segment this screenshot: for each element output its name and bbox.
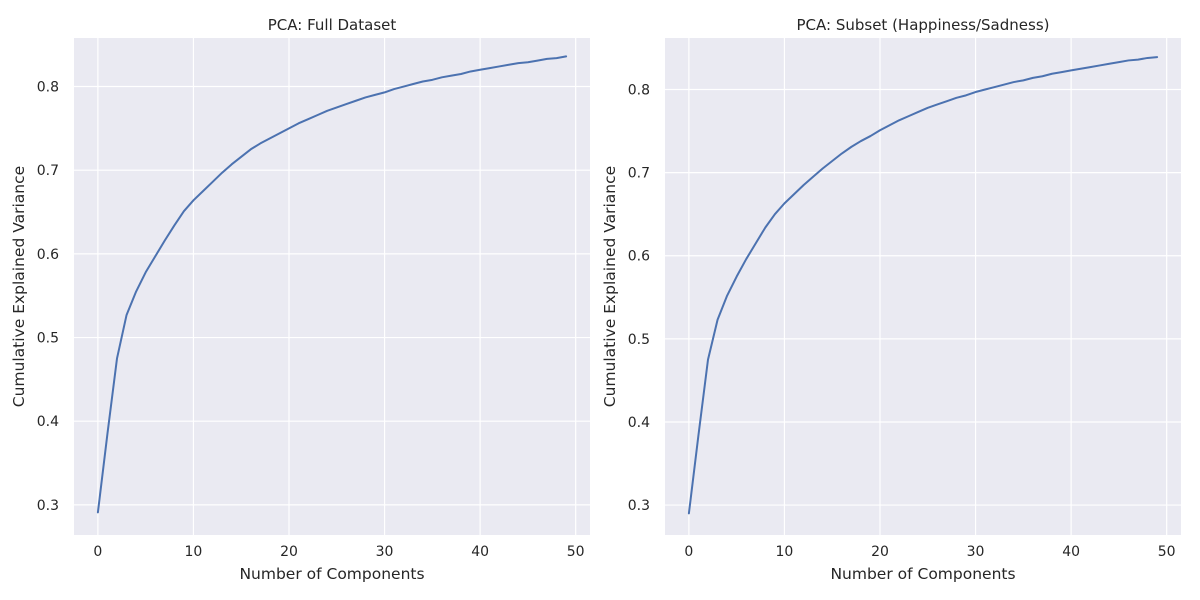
x-tick-label: 10	[185, 544, 203, 560]
y-tick-label: 0.5	[628, 332, 650, 348]
y-tick-label: 0.7	[37, 163, 59, 179]
y-tick-label: 0.6	[37, 247, 59, 263]
x-tick-label: 0	[684, 544, 693, 560]
cumulative-variance-line	[96, 55, 568, 514]
y-tick-label: 0.4	[37, 414, 59, 430]
y-tick-label: 0.8	[37, 80, 59, 96]
plot-area	[665, 38, 1181, 535]
plot-area	[74, 38, 590, 535]
y-tick-label: 0.4	[628, 415, 650, 431]
y-tick-label: 0.7	[628, 166, 650, 182]
y-tick-label: 0.8	[628, 83, 650, 99]
chart-title: PCA: Full Dataset	[268, 16, 397, 34]
y-axis-label: Cumulative Explained Variance	[601, 166, 619, 407]
y-tick-label: 0.6	[628, 249, 650, 265]
x-tick-label: 30	[376, 544, 394, 560]
y-axis-label: Cumulative Explained Variance	[10, 166, 28, 407]
y-tick-label: 0.5	[37, 331, 59, 347]
x-tick-label: 40	[471, 544, 489, 560]
y-tick-label: 0.3	[628, 498, 650, 514]
x-tick-label: 30	[967, 544, 985, 560]
y-tick-label: 0.3	[37, 498, 59, 514]
x-tick-label: 50	[567, 544, 585, 560]
x-tick-label: 50	[1158, 544, 1176, 560]
chart-full-dataset: 0 10 20 30 40 50 0.3 0.4 0.5 0.6 0.7 0.8 PCA: Full D…	[10, 16, 590, 583]
x-axis-label: Number of Components	[830, 565, 1015, 583]
x-tick-label: 10	[776, 544, 794, 560]
x-tick-label: 40	[1062, 544, 1080, 560]
chart-title: PCA: Subset (Happiness/Sadness)	[797, 16, 1050, 34]
x-tick-label: 20	[871, 544, 889, 560]
x-axis-label: Number of Components	[239, 565, 424, 583]
x-tick-label: 0	[93, 544, 102, 560]
x-tick-label: 20	[280, 544, 298, 560]
cumulative-variance-line	[687, 56, 1159, 515]
chart-subset-happiness-sadness: 0 10 20 30 40 50 0.3 0.4 0.5 0.6 0.7 0.8 PCA: Subset…	[601, 16, 1181, 583]
